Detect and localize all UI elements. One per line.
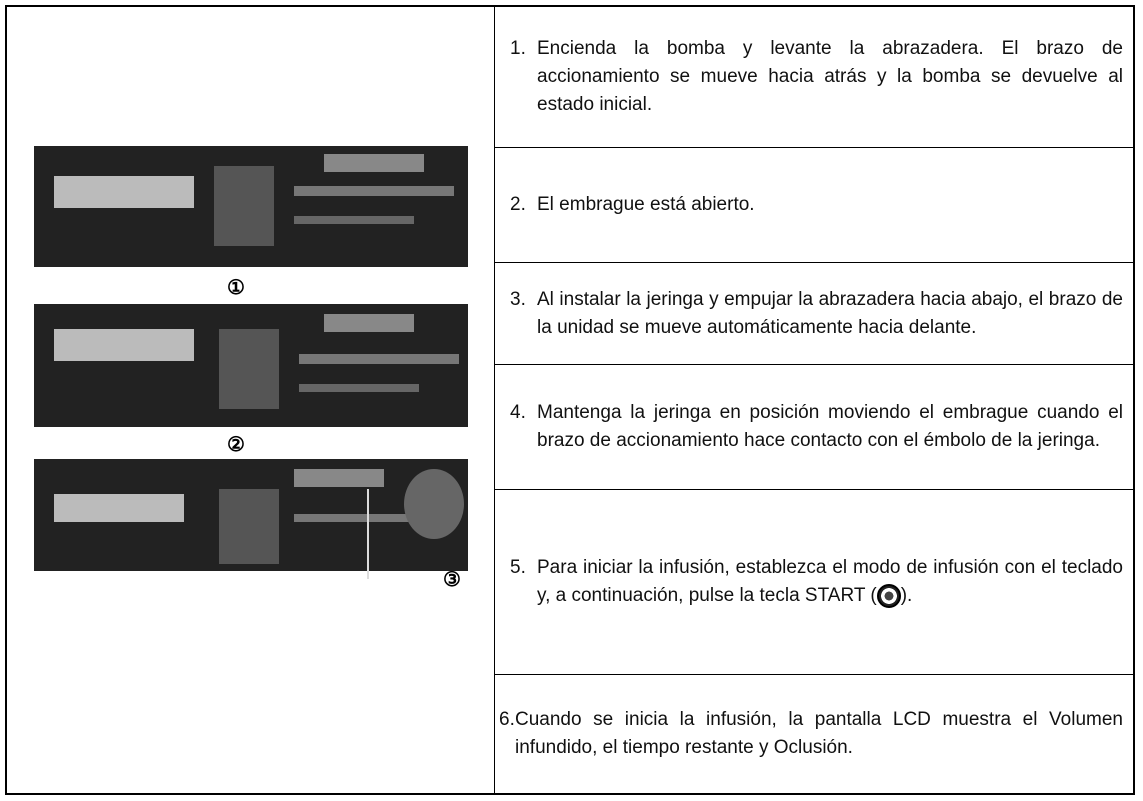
photo [34,146,468,267]
figure-label: ① [227,277,245,299]
figure-label: ③ [443,569,461,591]
step-row: 1. Encienda la bomba y levante la abrazad… [495,7,1133,148]
step-number: 3. [510,288,526,310]
step-body-end: ). [900,585,913,606]
step-text: 2. El embrague está abierto. [495,191,1133,219]
step-text: 1. Encienda la bomba y levante la abrazad… [495,35,1133,119]
pointer-line [367,489,369,579]
step-body: El embrague está abierto. [537,194,755,215]
step-number: 1. [510,38,526,59]
step-body: Cuando se inicia la infusión, la pantall… [515,709,1123,758]
step-number: 6. [499,709,515,730]
step-text: 6.Cuando se inicia la infusión, la panta… [495,706,1133,762]
step-text: 3. Al instalar la jeringa y empujar la ab… [495,286,1133,342]
step-row: 4. Mantenga la jeringa en posición movien… [495,365,1133,490]
step-number: 2. [510,194,526,215]
step-number: 4. [510,402,526,423]
step-text: 5. Para iniciar la infusión, establezca e… [495,554,1133,610]
step-body: Al instalar la jeringa y empujar la abra… [537,288,1123,338]
step-text: 4. Mantenga la jeringa en posición movien… [495,399,1133,455]
step-row: 6.Cuando se inicia la infusión, la panta… [495,675,1133,793]
step-row: 3. Al instalar la jeringa y empujar la ab… [495,263,1133,365]
step-row: 2. El embrague está abierto. [495,148,1133,263]
instruction-table: ① ② ③ 1. Encienda la bomba y levante la a… [5,5,1135,795]
start-key-icon [876,583,901,608]
photo [34,304,468,427]
step-body: Encienda la bomba y levante la abrazader… [537,38,1123,115]
photo [34,459,468,571]
step-row: 5. Para iniciar la infusión, establezca e… [495,490,1133,675]
step-number: 5. [510,557,526,578]
step-body: Para iniciar la infusión, establezca el … [537,557,1123,606]
column-divider [494,7,495,793]
step-body: Mantenga la jeringa en posición moviendo… [537,402,1123,451]
figure-label: ② [227,434,245,456]
